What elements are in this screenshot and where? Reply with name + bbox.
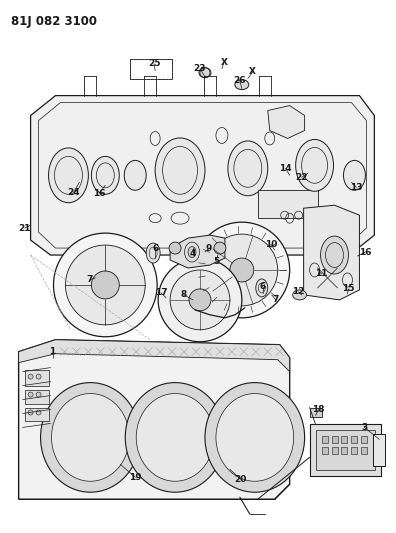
Bar	[310, 424, 381, 477]
Text: 18: 18	[312, 405, 325, 414]
Ellipse shape	[235, 79, 249, 90]
Bar	[316, 431, 375, 470]
Text: 15: 15	[342, 285, 355, 294]
Bar	[322, 447, 327, 454]
Polygon shape	[304, 205, 360, 300]
Text: 22: 22	[295, 173, 308, 182]
Ellipse shape	[296, 140, 333, 191]
Text: 21: 21	[18, 224, 31, 232]
Circle shape	[194, 222, 290, 318]
Bar	[130, 59, 172, 79]
Ellipse shape	[188, 247, 196, 257]
Text: X: X	[249, 67, 256, 76]
Circle shape	[230, 258, 254, 282]
Bar	[258, 190, 318, 218]
Ellipse shape	[125, 383, 225, 492]
Ellipse shape	[216, 393, 294, 481]
Text: 6: 6	[260, 282, 266, 292]
Text: X: X	[221, 58, 227, 67]
Bar	[362, 447, 367, 454]
Ellipse shape	[51, 393, 129, 481]
Text: 26: 26	[234, 76, 246, 85]
Text: 19: 19	[129, 473, 141, 482]
Ellipse shape	[199, 68, 211, 78]
Text: 4: 4	[190, 248, 196, 257]
Text: 17: 17	[155, 288, 168, 297]
Ellipse shape	[40, 383, 140, 492]
Ellipse shape	[321, 236, 348, 274]
Text: 7: 7	[86, 276, 93, 285]
Text: 8: 8	[181, 290, 187, 300]
Polygon shape	[19, 340, 290, 372]
Text: 13: 13	[350, 183, 363, 192]
Text: 7: 7	[272, 295, 279, 304]
Ellipse shape	[155, 138, 205, 203]
Bar	[322, 437, 327, 443]
Circle shape	[36, 410, 41, 415]
Polygon shape	[268, 106, 305, 139]
Circle shape	[170, 270, 230, 330]
Text: 9: 9	[206, 244, 212, 253]
Ellipse shape	[146, 243, 160, 263]
Bar	[25, 408, 49, 422]
Circle shape	[28, 410, 33, 415]
Text: 1: 1	[50, 347, 55, 356]
Ellipse shape	[343, 160, 366, 190]
Text: 12: 12	[292, 287, 305, 296]
Circle shape	[28, 374, 33, 379]
Bar	[25, 370, 49, 385]
Circle shape	[53, 233, 157, 337]
Bar	[25, 390, 49, 403]
Circle shape	[189, 289, 211, 311]
Circle shape	[214, 242, 226, 254]
Bar	[310, 408, 322, 417]
Circle shape	[206, 234, 278, 306]
Bar	[341, 437, 347, 443]
Circle shape	[65, 245, 145, 325]
Ellipse shape	[49, 148, 88, 203]
Text: 6: 6	[152, 244, 158, 253]
Bar	[331, 447, 337, 454]
Text: 14: 14	[280, 164, 292, 173]
Bar	[130, 59, 172, 79]
Circle shape	[36, 392, 41, 397]
Bar	[331, 437, 337, 443]
Polygon shape	[30, 95, 374, 255]
Polygon shape	[19, 340, 290, 499]
Text: 20: 20	[235, 475, 247, 484]
Ellipse shape	[205, 383, 305, 492]
Text: 11: 11	[315, 270, 328, 278]
Text: 10: 10	[265, 239, 277, 248]
Circle shape	[158, 258, 242, 342]
Text: 25: 25	[148, 59, 160, 68]
Circle shape	[36, 374, 41, 379]
Text: 5: 5	[213, 256, 219, 265]
Bar	[352, 437, 358, 443]
Text: 16: 16	[359, 247, 372, 256]
Ellipse shape	[91, 156, 119, 194]
Bar	[373, 434, 385, 466]
Ellipse shape	[136, 393, 214, 481]
Text: 16: 16	[93, 189, 106, 198]
Circle shape	[91, 271, 119, 299]
Circle shape	[28, 392, 33, 397]
Text: 23: 23	[194, 64, 206, 73]
Text: 81J 082 3100: 81J 082 3100	[11, 15, 97, 28]
Ellipse shape	[124, 160, 146, 190]
Bar	[341, 447, 347, 454]
Bar	[352, 447, 358, 454]
Bar	[362, 437, 367, 443]
Ellipse shape	[228, 141, 268, 196]
Circle shape	[169, 242, 181, 254]
Ellipse shape	[256, 279, 268, 297]
Polygon shape	[170, 235, 225, 268]
Text: 24: 24	[67, 188, 80, 197]
Ellipse shape	[293, 290, 307, 300]
Text: 3: 3	[361, 423, 367, 432]
